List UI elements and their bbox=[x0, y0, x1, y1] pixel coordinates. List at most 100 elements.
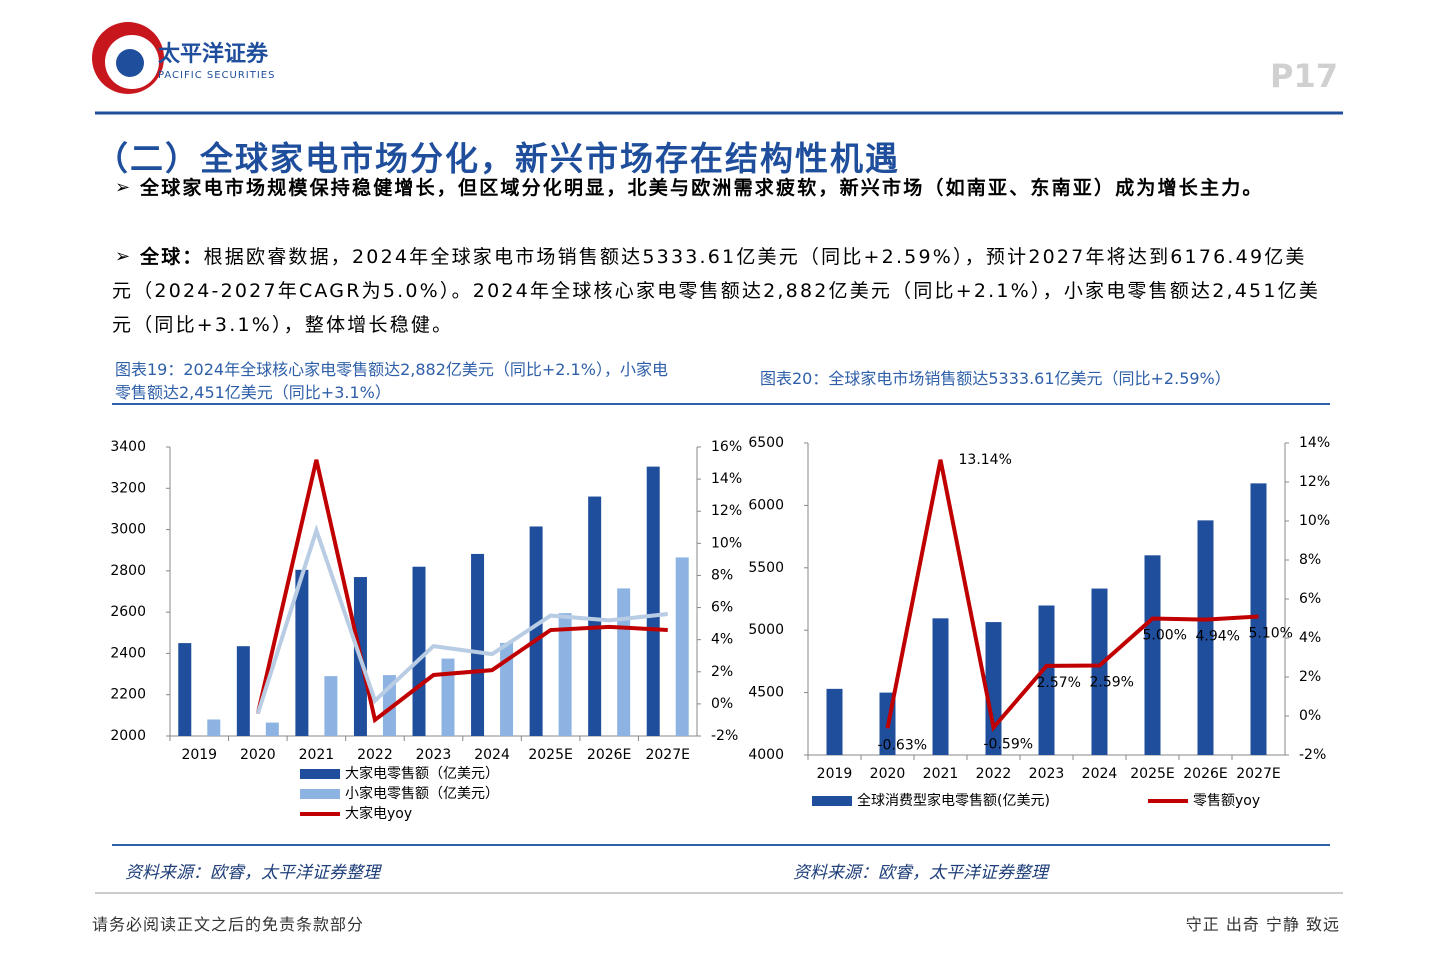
data-label: -0.63% bbox=[878, 737, 928, 753]
brand-en: PACIFIC SECURITIES bbox=[158, 70, 275, 81]
y2-tick-label: 2% bbox=[711, 664, 733, 680]
bar bbox=[1144, 555, 1161, 755]
y2-tick-label: 12% bbox=[711, 503, 742, 519]
bar bbox=[412, 566, 426, 736]
y-tick-label: 5000 bbox=[748, 622, 784, 638]
x-tick-label: 2024 bbox=[1082, 766, 1118, 782]
y2-tick-label: 6% bbox=[711, 600, 733, 616]
y-tick-label: 2800 bbox=[110, 563, 146, 579]
bar bbox=[1038, 605, 1055, 755]
source: 资料来源：欧睿，太平洋证券整理 bbox=[793, 863, 1048, 883]
bar bbox=[932, 618, 949, 755]
bullet-mark: ➢ bbox=[115, 246, 130, 267]
legend-label: 大家电yoy bbox=[345, 805, 412, 822]
bar bbox=[324, 676, 338, 736]
y2-tick-label: 0% bbox=[711, 696, 733, 712]
y2-tick-label: 14% bbox=[711, 471, 742, 487]
bullet-lead: 全球： bbox=[140, 246, 204, 268]
x-tick-label: 2025E bbox=[1130, 766, 1174, 782]
legend-label: 全球消费型家电零售额(亿美元) bbox=[857, 792, 1050, 809]
legend-swatch bbox=[812, 796, 852, 806]
bar bbox=[265, 722, 279, 736]
x-tick-label: 2025E bbox=[528, 747, 572, 763]
y2-tick-label: 2% bbox=[1299, 669, 1321, 685]
bullet: 全球：根据欧睿数据，2024年全球家电市场销售额达5333.61亿美元（同比+2… bbox=[112, 240, 1327, 342]
y2-tick-label: -2% bbox=[1299, 747, 1326, 763]
footer-right: 守正 出奇 宁静 致远 bbox=[1185, 915, 1340, 934]
bar bbox=[1250, 483, 1267, 755]
data-label: 13.14% bbox=[959, 452, 1012, 468]
x-tick-label: 2023 bbox=[1029, 766, 1065, 782]
bar bbox=[617, 588, 631, 736]
bar bbox=[985, 622, 1002, 755]
data-label: 4.94% bbox=[1196, 629, 1240, 645]
data-label: 2.57% bbox=[1037, 675, 1081, 691]
y2-tick-label: 8% bbox=[1299, 552, 1321, 568]
y-tick-label: 2000 bbox=[110, 728, 146, 744]
source: 资料来源：欧睿，太平洋证券整理 bbox=[125, 863, 380, 883]
y-tick-label: 2400 bbox=[110, 645, 146, 661]
data-label: 5.00% bbox=[1143, 628, 1187, 644]
bar bbox=[471, 553, 485, 736]
line bbox=[255, 524, 668, 715]
bar bbox=[236, 646, 250, 736]
bar bbox=[588, 496, 602, 736]
y-tick-label: 4000 bbox=[748, 747, 784, 763]
y-tick-label: 2600 bbox=[110, 604, 146, 620]
bar bbox=[441, 658, 455, 736]
y2-tick-label: 10% bbox=[1299, 513, 1330, 529]
legend-label: 零售额yoy bbox=[1193, 793, 1260, 809]
line bbox=[885, 459, 1259, 732]
footer-left: 请务必阅读正文之后的免责条款部分 bbox=[92, 915, 365, 934]
bar bbox=[207, 719, 221, 736]
x-tick-label: 2024 bbox=[474, 747, 510, 763]
y-tick-label: 4500 bbox=[748, 685, 784, 701]
y2-tick-label: 10% bbox=[711, 535, 742, 551]
y-tick-label: 2200 bbox=[110, 687, 146, 703]
x-tick-label: 2022 bbox=[357, 747, 393, 763]
y2-tick-label: 4% bbox=[1299, 630, 1321, 646]
chart-title: 图表19：2024年全球核心家电零售额达2,882亿美元（同比+2.1%），小家… bbox=[115, 360, 668, 402]
x-tick-label: 2020 bbox=[870, 766, 906, 782]
bar bbox=[558, 613, 572, 736]
brand: 太平洋证券 bbox=[158, 41, 269, 67]
y2-tick-label: 8% bbox=[711, 567, 733, 583]
y2-tick-label: 4% bbox=[711, 632, 733, 648]
y-tick-label: 6500 bbox=[748, 435, 784, 451]
legend-swatch bbox=[300, 769, 340, 779]
x-tick-label: 2019 bbox=[181, 747, 217, 763]
bar bbox=[178, 643, 192, 736]
bullet-text: 根据欧睿数据，2024年全球家电市场销售额达5333.61亿美元（同比+2.59… bbox=[112, 246, 1321, 336]
data-label: 2.59% bbox=[1090, 674, 1134, 690]
y-tick-label: 3400 bbox=[110, 439, 146, 455]
x-tick-label: 2021 bbox=[299, 747, 335, 763]
x-tick-label: 2027E bbox=[1236, 766, 1280, 782]
bar bbox=[1197, 520, 1214, 755]
bar bbox=[500, 642, 514, 736]
y2-tick-label: 16% bbox=[711, 439, 742, 455]
section-title: （二）全球家电市场分化，新兴市场存在结构性机遇 bbox=[95, 139, 900, 178]
data-label: -0.59% bbox=[984, 737, 1034, 753]
y2-tick-label: 12% bbox=[1299, 474, 1330, 490]
bar bbox=[646, 466, 660, 736]
legend-label: 小家电零售额（亿美元） bbox=[345, 785, 499, 802]
data-label: 5.10% bbox=[1249, 626, 1293, 642]
legend-label: 大家电零售额（亿美元） bbox=[345, 765, 499, 782]
y-tick-label: 3200 bbox=[110, 480, 146, 496]
y-tick-label: 5500 bbox=[748, 560, 784, 576]
legend-swatch bbox=[300, 789, 340, 799]
bullet-mark: ➢ bbox=[115, 177, 130, 198]
y-tick-label: 6000 bbox=[748, 497, 784, 513]
page-number: P17 bbox=[1270, 57, 1338, 95]
bar bbox=[826, 688, 843, 755]
chart-title: 图表20：全球家电市场销售额达5333.61亿美元（同比+2.59%） bbox=[760, 369, 1231, 388]
x-tick-label: 2023 bbox=[416, 747, 452, 763]
x-tick-label: 2027E bbox=[645, 747, 689, 763]
bullet: 全球家电市场规模保持稳健增长，但区域分化明显，北美与欧洲需求疲软，新兴市场（如南… bbox=[140, 177, 1264, 199]
x-tick-label: 2026E bbox=[1183, 766, 1227, 782]
x-tick-label: 2019 bbox=[817, 766, 853, 782]
y2-tick-label: 14% bbox=[1299, 435, 1330, 451]
line bbox=[255, 459, 668, 724]
